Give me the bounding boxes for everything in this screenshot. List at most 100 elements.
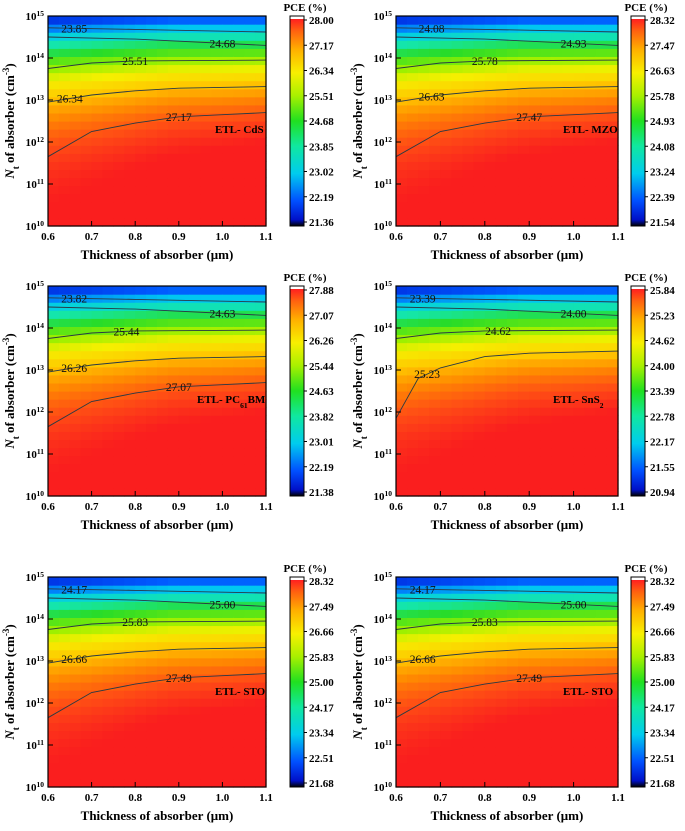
heatmap-cell [167,706,180,715]
heatmap-cell [69,72,82,82]
heatmap-cell [573,673,586,683]
heatmap-cell [91,310,104,319]
heatmap-cell [124,334,136,344]
heatmap-cell [606,302,619,311]
heatmap-cell [58,40,71,49]
heatmap-cell [573,593,586,602]
heatmap-cell [495,577,508,586]
contour-label: 23.39 [410,293,436,305]
heatmap-cell [484,609,497,618]
heatmap-cell [189,455,202,465]
heatmap-cell [80,366,93,376]
heatmap-cell [440,665,453,675]
heatmap-cell [80,40,93,49]
heatmap-cell [80,334,93,344]
heatmap-cell [135,649,147,659]
heatmap-cell [562,770,575,780]
heatmap-cell [222,770,234,780]
heatmap-cell [200,399,213,408]
heatmap-cell [233,754,245,764]
heatmap-cell [562,625,575,635]
heatmap-cell [244,104,256,114]
colorbar-tick-label: 25.44 [309,361,334,373]
heatmap-cell [529,577,541,586]
heatmap-cell [418,286,430,295]
heatmap-cell [606,415,619,424]
heatmap-cell [473,706,486,715]
heatmap-cell [540,286,552,295]
heatmap-cell [189,738,202,748]
heatmap-cell [484,471,497,481]
heatmap-cell [80,153,93,162]
heatmap-cell [440,479,453,489]
heatmap-cell [233,463,245,473]
heatmap-cell [102,657,114,667]
heatmap-cell [146,145,158,154]
heatmap-cell [189,112,202,122]
heatmap-cell [529,209,541,219]
heatmap-cell [551,169,564,179]
heatmap-cell [48,16,60,25]
heatmap-cell [562,407,575,416]
heatmap-cell [80,318,93,327]
heatmap-cell [102,366,114,376]
heatmap-cell [606,471,619,481]
heatmap-cell [440,350,453,360]
heatmap-cell [518,641,530,651]
heatmap-cell [595,80,608,90]
heatmap-cell [540,161,552,171]
heatmap-cell [562,358,575,368]
heatmap-cell [495,730,508,740]
heatmap-cell [146,201,158,211]
heatmap-cell [573,657,586,667]
heatmap-cell [518,439,530,449]
heatmap-cell [113,177,125,187]
heatmap-cell [146,746,158,756]
heatmap-cell [200,625,213,635]
heatmap-cell [606,129,619,138]
heatmap-cell [396,649,408,659]
heatmap-cell [135,48,147,57]
heatmap-cell [157,407,169,416]
heatmap-cell [91,415,104,424]
heatmap-cell [244,657,256,667]
heatmap-cell [595,625,608,635]
heatmap-cell [473,374,486,384]
heatmap-cell [396,471,408,481]
heatmap-cell [562,698,575,707]
heatmap-cell [562,193,575,203]
heatmap-cell [69,318,82,327]
heatmap-cell [48,161,60,171]
heatmap-cell [222,423,234,432]
heatmap-cell [135,682,147,691]
heatmap-cell [407,391,419,400]
heatmap-cell [157,112,169,122]
heatmap-cell [418,40,430,49]
heatmap-cell [451,682,464,691]
heatmap-cell [135,302,147,311]
heatmap-cell [462,633,475,643]
heatmap-cell [573,431,586,441]
heatmap-cell [157,358,169,368]
heatmap-cell [562,463,575,473]
heatmap-cell [200,32,213,41]
colorbar-tick-label: 27.17 [309,40,334,52]
y-tick-label: 1010 [374,489,393,504]
heatmap-cell [584,633,597,643]
heatmap-cell [91,423,104,432]
heatmap-cell [551,88,564,98]
heatmap-cell [244,294,256,303]
heatmap-cell [113,690,125,699]
heatmap-cell [507,16,519,25]
heatmap-cell [58,161,71,171]
heatmap-cell [573,479,586,489]
heatmap-cell [135,169,147,179]
heatmap-cell [91,145,104,154]
heatmap-cell [473,415,486,424]
heatmap-cell [606,16,619,25]
heatmap-cell [584,145,597,154]
heatmap-cell [462,641,475,651]
heatmap-cell [211,770,223,780]
heatmap-cell [429,641,441,651]
heatmap-cell [606,104,619,114]
